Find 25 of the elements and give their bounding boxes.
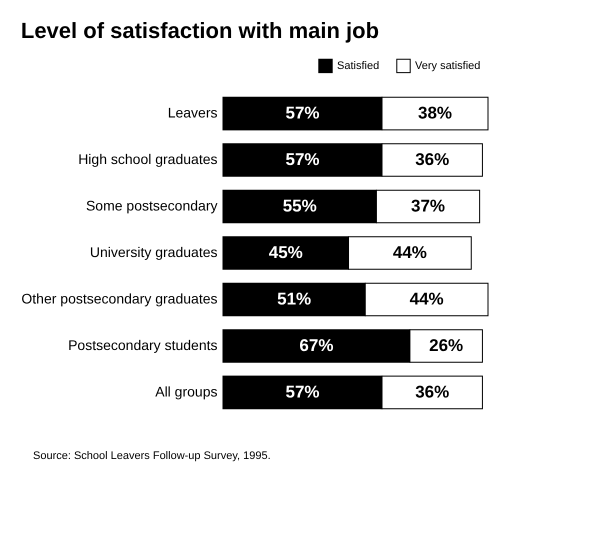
y-tick-label: Other postsecondary graduates	[21, 290, 218, 306]
legend-label: Satisfied	[337, 60, 380, 72]
y-tick-label: All groups	[155, 383, 218, 400]
data-label: 37%	[411, 196, 446, 216]
data-label: 55%	[282, 196, 317, 216]
data-label: 67%	[299, 336, 334, 355]
data-label: 36%	[415, 150, 450, 170]
data-label: 45%	[268, 243, 303, 262]
y-tick-label: Some postsecondary	[86, 198, 218, 214]
data-label: 26%	[429, 336, 464, 355]
y-tick-label: University graduates	[90, 244, 218, 260]
data-label: 57%	[285, 150, 320, 170]
chart-title: Level of satisfaction with main job	[20, 18, 380, 43]
y-tick-label: Leavers	[168, 104, 218, 121]
data-label: 57%	[285, 104, 320, 123]
data-label: 36%	[415, 382, 450, 402]
y-tick-label: Postsecondary students	[68, 336, 218, 353]
source-note: Source: School Leavers Follow-up Survey, 1995.	[33, 450, 271, 462]
legend-label: Very satisfied	[415, 60, 480, 72]
data-label: 44%	[410, 289, 444, 308]
data-label: 51%	[277, 289, 312, 308]
data-label: 57%	[285, 382, 320, 402]
data-label: 44%	[392, 243, 427, 262]
y-tick-label: High school graduates	[78, 151, 218, 168]
data-label: 38%	[418, 104, 452, 123]
